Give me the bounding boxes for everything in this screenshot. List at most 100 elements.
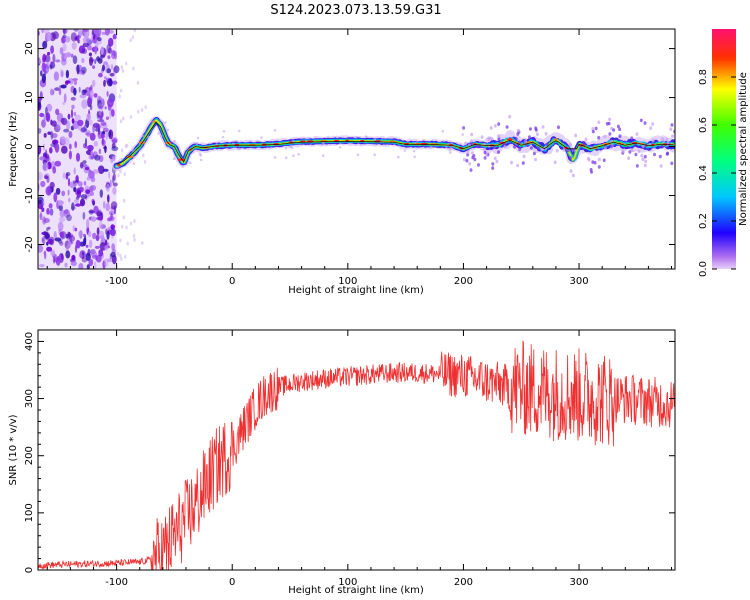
ridge-speckle <box>199 158 203 162</box>
snr-x-tick-label: 0 <box>229 577 235 588</box>
noise-blob <box>47 131 52 135</box>
ridge-speckle <box>273 129 277 132</box>
noise-blob <box>67 240 72 248</box>
ridge-speckle <box>562 148 566 152</box>
noise-blob <box>89 105 93 111</box>
ridge-speckle <box>582 140 586 145</box>
noise-blob <box>85 166 90 171</box>
noise-blob <box>53 71 60 81</box>
ridge-speckle <box>630 148 634 152</box>
noise-blob <box>43 29 50 34</box>
ridge-speckle <box>521 161 525 165</box>
noise-blob <box>73 87 77 96</box>
noise-blob <box>41 237 44 243</box>
noise-blob <box>56 112 64 122</box>
noise-blob <box>79 94 87 99</box>
ridge-speckle <box>574 133 578 138</box>
noise-blob <box>76 189 82 198</box>
noise-blob <box>99 115 103 120</box>
ridge-speckle <box>557 125 560 129</box>
noise-blob <box>82 212 86 220</box>
noise-blob <box>70 53 74 58</box>
spectrogram-x-tick-label: 100 <box>338 276 357 287</box>
noise-blob <box>95 234 100 242</box>
noise-blob <box>42 216 47 225</box>
noise-blob <box>94 58 97 65</box>
noise-blob <box>61 117 68 126</box>
ridge-speckle <box>489 126 493 130</box>
noise-blob <box>105 183 110 192</box>
ridge-speckle <box>116 165 120 169</box>
ridge-speckle <box>462 157 466 162</box>
noise-blob <box>110 251 116 258</box>
noise-blob <box>78 86 81 93</box>
noise-blob <box>73 29 79 32</box>
ridge-speckle <box>608 132 612 136</box>
ridge-speckle <box>516 132 520 136</box>
noise-blob <box>79 198 84 207</box>
ridge-speckle <box>518 140 522 144</box>
colorbar-tick-label: 0.4 <box>698 165 709 181</box>
noise-blob <box>56 119 61 130</box>
noise-blob <box>77 119 84 127</box>
noise-blob <box>38 171 43 181</box>
ridge-speckle <box>621 149 625 154</box>
noise-blob <box>70 97 76 101</box>
noise-blob <box>112 186 117 195</box>
noise-blob <box>112 155 116 162</box>
noise-blob <box>110 153 114 164</box>
ridge-speckle <box>497 150 500 154</box>
ridge-peak <box>153 120 156 124</box>
noise-blob <box>111 243 116 251</box>
noise-blob <box>73 80 77 86</box>
noise-blob <box>83 181 87 186</box>
noise-blob <box>45 112 51 123</box>
noise-blob <box>62 172 66 179</box>
noise-blob <box>106 90 109 97</box>
ridge-speckle <box>669 127 673 131</box>
snr-y-tick-label: 100 <box>24 503 35 522</box>
noise-blob <box>73 180 76 184</box>
noise-blob <box>81 57 85 64</box>
noise-blob <box>88 258 94 267</box>
ridge-speckle <box>237 129 241 133</box>
noise-blob <box>73 167 76 175</box>
ridge-speckle <box>477 163 480 167</box>
noise-blob <box>85 244 89 248</box>
ridge-speckle <box>260 136 263 139</box>
ridge-speckle <box>513 145 517 149</box>
ridge-speckle <box>495 159 499 164</box>
noise-blob <box>107 47 113 54</box>
spectrogram-y-ticks: -20 -10 0 10 20 <box>24 42 675 253</box>
noise-blob <box>61 58 67 66</box>
ridge-peak <box>553 138 558 141</box>
ridge-speckle <box>297 153 300 156</box>
ridge-speckle <box>497 134 501 138</box>
ridge-speckle <box>231 142 235 145</box>
ridge-speckle <box>665 152 669 156</box>
noise-blob <box>92 65 96 69</box>
ridge-speckle <box>222 130 226 133</box>
ridge-speckle <box>215 143 218 146</box>
ridge-speckle <box>589 167 593 172</box>
ridge-speckle <box>273 156 277 159</box>
noise-blob <box>93 261 97 269</box>
noise-blob <box>88 170 95 179</box>
ridge-speckle <box>643 121 647 125</box>
ridge-speckle <box>522 154 526 159</box>
snr-line <box>38 340 675 570</box>
noise-blob <box>52 53 56 64</box>
noise-blob <box>55 187 61 195</box>
noise-blob <box>39 112 45 118</box>
noise-blob <box>65 250 71 259</box>
noise-blob <box>136 80 140 85</box>
noise-blob <box>64 52 72 58</box>
noise-blob <box>43 143 45 151</box>
noise-blob <box>98 230 104 238</box>
noise-blob <box>86 218 90 229</box>
noise-blob <box>74 114 81 121</box>
noise-blob <box>90 150 93 157</box>
ridge-speckle <box>653 152 656 157</box>
ridge-speckle <box>237 147 241 151</box>
noise-blob <box>98 221 103 230</box>
